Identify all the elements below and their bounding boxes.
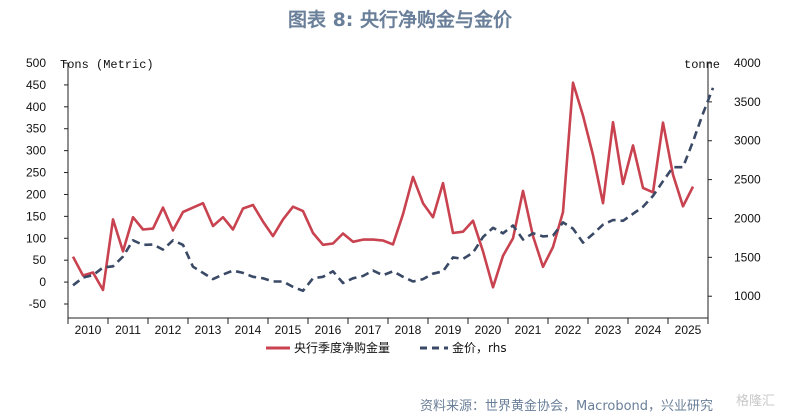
x-tick-label: 2018 (395, 323, 422, 337)
right-tick-label: 2000 (734, 211, 761, 225)
right-tick-label: 4000 (734, 56, 761, 70)
series-line-gold-price (72, 87, 715, 293)
axes-group (67, 63, 709, 319)
left-tick-label: 350 (26, 122, 46, 136)
x-tick-label: 2014 (235, 323, 262, 337)
x-tick-label: 2024 (635, 323, 662, 337)
left-tick-label: 100 (26, 231, 46, 245)
x-tick-label: 2021 (515, 323, 542, 337)
x-tick-label: 2019 (435, 323, 462, 337)
left-tick-label: 400 (26, 100, 46, 114)
legend: 央行季度净购金量 金价，rhs (266, 340, 507, 355)
x-axis-ticks: 2010 2011 2012 2013 2014 2015 2016 2017 2018 2019… (67, 318, 709, 337)
left-tick-label: 200 (26, 187, 46, 201)
x-tick-label: 2010 (75, 323, 102, 337)
x-tick-label: 2023 (595, 323, 622, 337)
series-line-central-bank-demand (71, 81, 695, 292)
x-tick-label: 2020 (475, 323, 502, 337)
x-tick-label: 2013 (195, 323, 222, 337)
left-tick-label: 250 (26, 166, 46, 180)
right-axis-unit: tonne (684, 58, 720, 72)
right-tick-label: 1000 (734, 289, 761, 303)
legend-label-price: 金价，rhs (452, 340, 507, 355)
left-axis-unit: Tons (Metric) (60, 58, 154, 72)
left-tick-label: -50 (29, 297, 47, 311)
series-layer (71, 81, 715, 293)
right-tick-label: 3500 (734, 95, 761, 109)
legend-label-demand: 央行季度净购金量 (294, 340, 390, 355)
right-tick-label: 1500 (734, 250, 761, 264)
x-tick-label: 2012 (155, 323, 182, 337)
left-tick-label: 450 (26, 78, 46, 92)
chart-title: 图表 8: 央行净购金与金价 (288, 8, 513, 31)
x-tick-label: 2011 (115, 323, 141, 337)
left-tick-label: 50 (33, 253, 47, 267)
x-tick-label: 2017 (355, 323, 382, 337)
x-tick-label: 2022 (555, 323, 582, 337)
x-tick-label: 2015 (275, 323, 302, 337)
right-axis-ticks: 4000 3500 3000 2500 2000 1500 1000 (708, 56, 761, 303)
left-tick-label: 150 (26, 209, 46, 223)
watermark: 格隆汇 (736, 393, 775, 409)
left-tick-label: 300 (26, 144, 46, 158)
right-tick-label: 3000 (734, 134, 761, 148)
x-tick-label: 2016 (315, 323, 342, 337)
right-tick-label: 2500 (734, 173, 761, 187)
source-note: 资料来源：世界黄金协会，Macrobond，兴业研究 (420, 398, 713, 414)
left-tick-label: 0 (39, 275, 46, 289)
x-tick-label: 2025 (675, 323, 702, 337)
left-tick-label: 500 (26, 56, 46, 70)
